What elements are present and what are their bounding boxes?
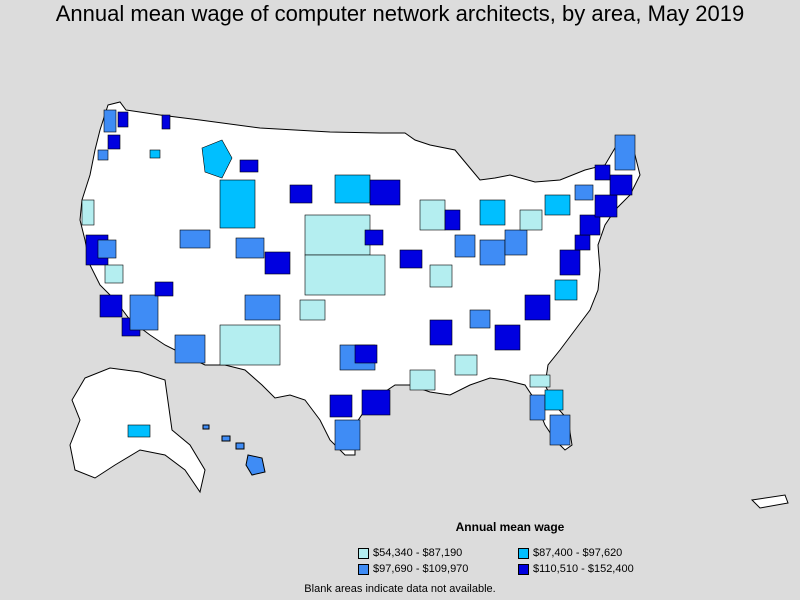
legend-item-4: $110,510 - $152,400 <box>518 563 678 575</box>
area-new-mexico <box>219 324 281 366</box>
area-portland <box>107 134 121 150</box>
area-kansas <box>304 254 386 296</box>
area-boise <box>149 149 161 159</box>
area-north-california <box>81 199 95 226</box>
area-raleigh <box>554 279 578 301</box>
area-milwaukee <box>444 209 461 231</box>
area-salem <box>97 149 109 161</box>
area-las-vegas <box>154 281 174 297</box>
metro-areas <box>81 109 636 451</box>
area-phoenix <box>129 294 159 331</box>
legend-label-1: $54,340 - $87,190 <box>373 547 463 559</box>
legend-row-2: $97,690 - $109,970 $110,510 - $152,400 <box>358 561 688 577</box>
area-anchorage <box>127 424 151 438</box>
area-new-york <box>594 194 618 218</box>
area-tampa <box>529 394 546 421</box>
area-tucson <box>174 334 206 364</box>
area-nebraska <box>304 214 371 256</box>
area-st-louis <box>429 264 453 288</box>
area-sioux-falls <box>334 174 371 204</box>
area-chicago <box>454 234 476 258</box>
area-minneapolis <box>369 179 401 206</box>
legend-item-3: $97,690 - $109,970 <box>358 563 518 575</box>
area-omaha <box>364 229 384 246</box>
legend-swatch-3 <box>358 563 369 575</box>
area-philadelphia <box>579 214 601 236</box>
footnote: Blank areas indicate data not available. <box>304 583 496 595</box>
area-nashville <box>469 309 491 329</box>
area-boston <box>609 174 633 196</box>
hawaii-oahu <box>221 435 231 442</box>
area-salt-lake-city <box>179 229 211 249</box>
area-seattle <box>103 109 117 133</box>
hawaii-islands <box>202 424 266 476</box>
legend-title: Annual mean wage <box>455 520 565 534</box>
legend: $54,340 - $87,190 $87,400 - $97,620 $97,… <box>358 545 688 577</box>
area-colorado-north <box>235 237 265 259</box>
puerto-rico <box>750 494 789 509</box>
legend-label-2: $87,400 - $97,620 <box>533 547 623 559</box>
area-albany <box>574 184 594 201</box>
area-fort-worth <box>354 344 378 364</box>
hawaii-maui <box>235 442 245 450</box>
area-charlotte <box>524 294 551 321</box>
legend-row-1: $54,340 - $87,190 $87,400 - $97,620 <box>358 545 688 561</box>
area-bellingham <box>117 111 129 128</box>
area-detroit <box>479 199 506 226</box>
area-denver <box>264 251 291 275</box>
area-maine <box>614 134 636 171</box>
legend-item-2: $87,400 - $97,620 <box>518 547 678 559</box>
area-montana <box>201 139 233 179</box>
area-oklahoma-city <box>299 299 326 321</box>
area-sacramento <box>97 239 117 259</box>
area-houston <box>361 389 391 416</box>
area-birmingham <box>454 354 478 376</box>
area-memphis <box>429 319 453 346</box>
legend-label-4: $110,510 - $152,400 <box>533 563 634 575</box>
area-wyoming <box>219 179 256 229</box>
legend-label-3: $97,690 - $109,970 <box>373 563 469 575</box>
legend-swatch-2 <box>518 547 529 559</box>
area-central-valley <box>104 264 124 284</box>
area-atlanta <box>494 324 521 351</box>
area-pittsburgh <box>544 194 571 216</box>
map-title: Annual mean wage of computer network arc… <box>55 1 745 26</box>
area-san-antonio <box>334 419 361 451</box>
area-columbus <box>504 229 528 256</box>
area-wisconsin <box>419 199 446 231</box>
area-baltimore <box>574 234 591 251</box>
hawaii-big-island <box>245 454 266 476</box>
area-indianapolis <box>479 239 506 266</box>
area-kansas-city <box>399 249 423 269</box>
area-jacksonville <box>529 374 551 388</box>
area-washington-dc <box>559 249 581 276</box>
area-cleveland <box>519 209 543 231</box>
legend-swatch-1 <box>358 547 369 559</box>
area-los-angeles <box>99 294 123 318</box>
area-austin <box>329 394 353 418</box>
legend-swatch-4 <box>518 563 529 575</box>
area-louisiana <box>409 369 436 391</box>
hawaii-kauai <box>202 424 210 430</box>
area-rapid-city <box>289 184 313 204</box>
area-orlando <box>544 389 564 411</box>
area-billings <box>239 159 259 173</box>
legend-item-1: $54,340 - $87,190 <box>358 547 518 559</box>
area-vermont <box>594 164 611 181</box>
area-miami <box>549 414 571 446</box>
area-albuquerque <box>244 294 281 321</box>
area-spokane <box>161 114 171 130</box>
